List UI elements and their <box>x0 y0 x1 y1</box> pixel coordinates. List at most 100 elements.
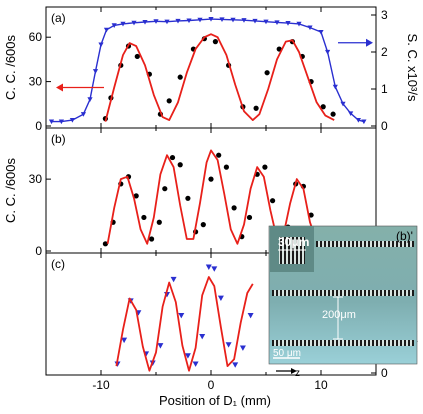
singles-point <box>208 16 214 22</box>
singles-point <box>153 19 159 24</box>
singles-point <box>131 20 137 26</box>
y-tick-label: 30 <box>29 75 43 89</box>
panel-frame <box>45 6 377 129</box>
data-point-triangle <box>205 264 212 270</box>
z-direction-arrow: z <box>276 368 300 379</box>
inset-grating-middle <box>272 290 414 296</box>
singles-point <box>80 112 86 117</box>
data-point <box>216 152 222 158</box>
inset-grating-bottom <box>272 340 414 346</box>
data-point-triangle <box>247 313 254 319</box>
inset-zoom-scale-label: 30μm <box>278 235 309 249</box>
data-point <box>156 219 162 225</box>
z-arrow-head <box>291 368 297 374</box>
singles-point <box>307 25 313 31</box>
y-tick-label: 0 <box>35 244 42 258</box>
data-point <box>264 70 270 76</box>
data-point-triangle <box>157 343 164 349</box>
singles-point <box>164 19 170 25</box>
data-point <box>162 186 168 192</box>
data-point-triangle <box>199 334 206 340</box>
data-point <box>185 195 191 201</box>
singles-point <box>219 17 225 23</box>
singles-point <box>348 111 354 117</box>
singles-point <box>285 21 291 26</box>
data-point <box>177 162 183 168</box>
singles-point <box>252 18 258 24</box>
inset-micrograph: 30μm 200μm 50 μm (b)' <box>268 225 418 365</box>
right-y-tick-label: 0 <box>381 119 388 133</box>
data-point <box>223 164 229 170</box>
data-point <box>270 198 276 204</box>
data-point <box>231 205 237 211</box>
singles-point <box>92 69 99 74</box>
z-arrow-label: z <box>295 368 300 379</box>
y-tick-label: 60 <box>29 30 43 44</box>
fit-curve <box>104 33 335 122</box>
singles-point <box>103 27 110 33</box>
singles-point <box>332 84 338 90</box>
singles-point <box>175 18 181 24</box>
singles-point <box>340 101 346 107</box>
singles-point <box>120 21 126 27</box>
x-tick-label: -10 <box>92 378 110 392</box>
y-tick-label: 30 <box>29 172 43 186</box>
fit-curve <box>115 276 254 372</box>
data-point <box>102 241 108 247</box>
data-point-triangle <box>178 313 185 319</box>
y-tick-label: 0 <box>35 119 42 133</box>
panel-label: (c) <box>51 257 65 271</box>
singles-point <box>241 18 247 23</box>
data-point-triangle <box>184 353 191 359</box>
panel-label: (b) <box>51 132 66 146</box>
y-axis-label: C. C. /600s <box>3 157 18 223</box>
left-axis-arrow-head <box>56 83 63 92</box>
data-point <box>149 236 155 242</box>
singles-point <box>87 97 93 102</box>
data-point <box>134 53 140 60</box>
singles-point <box>111 23 117 28</box>
singles-point <box>230 17 236 23</box>
data-point <box>208 176 214 182</box>
singles-point <box>263 19 269 25</box>
right-y-tick-label: 3 <box>381 8 388 22</box>
data-point-triangle <box>232 362 239 368</box>
right-y-tick-label: 0 <box>381 366 388 380</box>
singles-point <box>318 29 324 35</box>
inset-grating-top <box>316 241 414 247</box>
singles-point <box>325 49 331 55</box>
data-point-triangle <box>121 337 128 344</box>
data-point <box>308 212 314 218</box>
data-point <box>133 193 139 199</box>
singles-point <box>98 42 104 48</box>
data-point <box>169 154 176 161</box>
data-point <box>141 214 147 221</box>
data-point <box>330 111 336 117</box>
inset-panel-label: (b)' <box>396 229 413 243</box>
data-point <box>320 104 326 110</box>
singles-point <box>296 21 302 27</box>
data-point <box>246 214 253 221</box>
singles-point <box>197 17 203 23</box>
x-tick-label: 0 <box>208 378 215 392</box>
panel-label: (a) <box>51 11 66 25</box>
data-point <box>212 39 218 45</box>
singles-curve <box>51 18 365 123</box>
data-point <box>166 98 172 104</box>
singles-point <box>274 20 280 25</box>
data-point-triangle <box>239 345 246 351</box>
data-point <box>253 105 259 111</box>
x-axis-label: Position of D₁ (mm) <box>159 393 271 408</box>
singles-point <box>58 119 64 125</box>
data-point <box>177 74 183 80</box>
data-point-triangle <box>217 295 224 302</box>
data-point-triangle <box>170 276 177 283</box>
singles-point <box>142 19 148 25</box>
right-axis-arrow-head <box>366 38 373 47</box>
inset-scale-label: 50 μm <box>273 348 301 359</box>
singles-point <box>355 118 361 123</box>
singles-point <box>69 118 75 123</box>
data-point-triangle <box>211 266 218 272</box>
